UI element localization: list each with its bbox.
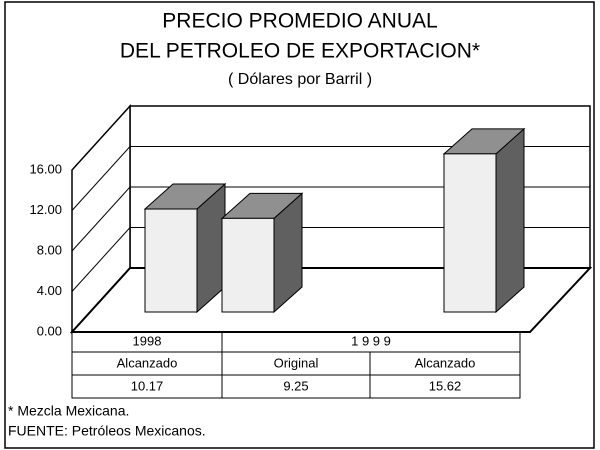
value-label: 15.62 (429, 378, 462, 393)
bar (221, 217, 275, 313)
y-tick-label: 16.00 (29, 161, 62, 176)
chart-title: DEL PETROLEO DE EXPORTACION* (120, 40, 480, 63)
value-label: 9.25 (283, 378, 308, 393)
year-label: 1 9 9 9 (351, 333, 391, 348)
y-tick-label: 0.00 (37, 323, 62, 338)
y-tick-label: 8.00 (37, 242, 62, 257)
bar (144, 208, 198, 313)
y-tick-label: 12.00 (29, 202, 62, 217)
value-label: 10.17 (131, 378, 164, 393)
grid-line (71, 186, 131, 252)
grid-line (71, 146, 131, 211)
category-label: Original (274, 355, 319, 370)
category-label: Alcanzado (415, 355, 476, 370)
bar-side (495, 127, 525, 314)
category-label: Alcanzado (117, 355, 178, 370)
table-frame (71, 331, 521, 399)
chart-subtitle: ( Dólares por Barril ) (228, 71, 372, 88)
bar (443, 153, 497, 313)
y-tick-label: 4.00 (37, 283, 62, 298)
grid-line (71, 227, 131, 292)
year-label: 1998 (133, 333, 162, 348)
footnote: FUENTE: Petróleos Mexicanos. (8, 423, 206, 439)
footnote: * Mezcla Mexicana. (8, 403, 129, 419)
chart-title: PRECIO PROMEDIO ANUAL (162, 10, 437, 33)
